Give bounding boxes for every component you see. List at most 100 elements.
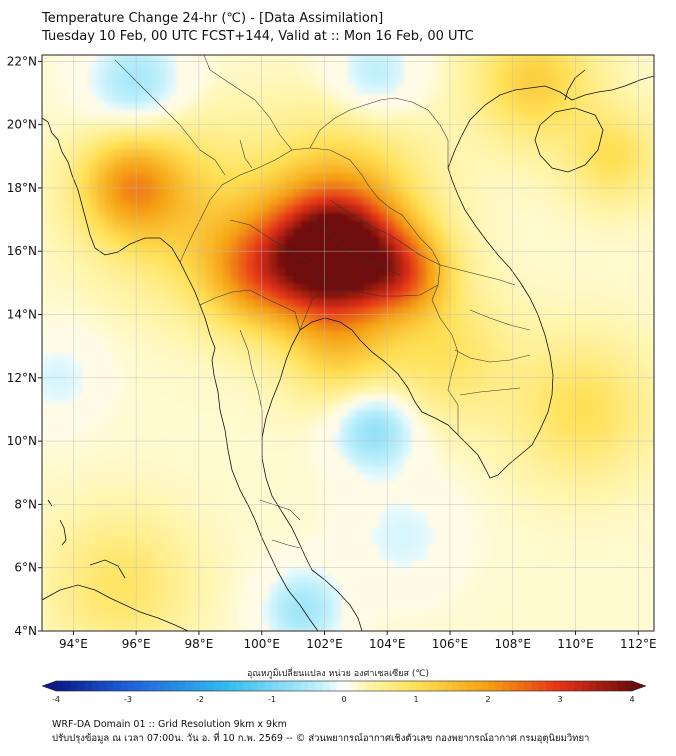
field-cell bbox=[426, 282, 436, 292]
field-cell bbox=[206, 362, 216, 371]
field-cell bbox=[49, 496, 59, 506]
field-cell bbox=[104, 306, 114, 316]
field-cell bbox=[567, 354, 577, 363]
field-cell bbox=[261, 306, 271, 316]
field-cell bbox=[332, 607, 341, 616]
field-cell bbox=[497, 536, 506, 545]
field-cell bbox=[269, 504, 279, 514]
field-cell bbox=[646, 93, 654, 102]
field-cell bbox=[434, 211, 443, 221]
field-cell bbox=[379, 259, 388, 268]
field-cell bbox=[426, 132, 436, 142]
field-cell bbox=[285, 464, 294, 474]
field-cell bbox=[183, 282, 192, 292]
field-cell bbox=[402, 504, 412, 514]
field-cell bbox=[112, 219, 122, 229]
field-cell bbox=[512, 480, 522, 490]
field-cell bbox=[418, 314, 428, 324]
field-cell bbox=[402, 520, 412, 529]
field-cell bbox=[559, 599, 569, 609]
field-cell bbox=[497, 520, 506, 529]
field-cell bbox=[552, 108, 561, 118]
field-cell bbox=[261, 464, 271, 474]
field-cell bbox=[599, 275, 608, 284]
field-cell bbox=[49, 362, 59, 371]
field-cell bbox=[552, 219, 561, 229]
field-cell bbox=[277, 607, 286, 616]
field-cell bbox=[552, 314, 561, 324]
field-cell bbox=[191, 409, 200, 419]
field-cell bbox=[175, 203, 184, 213]
field-cell bbox=[630, 615, 640, 624]
field-cell bbox=[175, 377, 184, 387]
field-cell bbox=[630, 338, 640, 347]
field-cell bbox=[49, 488, 59, 498]
field-cell bbox=[536, 417, 545, 427]
field-cell bbox=[348, 377, 357, 387]
field-cell bbox=[198, 488, 208, 498]
field-cell bbox=[269, 544, 279, 553]
field-cell bbox=[65, 100, 75, 110]
field-cell bbox=[324, 330, 334, 339]
field-cell bbox=[481, 338, 490, 347]
field-cell bbox=[112, 615, 122, 624]
field-cell bbox=[277, 393, 286, 403]
field-cell bbox=[520, 385, 530, 395]
field-cell bbox=[457, 275, 467, 284]
field-cell bbox=[387, 528, 396, 537]
field-cell bbox=[238, 496, 247, 506]
field-cell bbox=[559, 180, 569, 189]
field-cell bbox=[575, 544, 585, 553]
field-cell bbox=[253, 322, 263, 332]
field-cell bbox=[575, 425, 585, 434]
field-cell bbox=[583, 77, 592, 86]
field-cell bbox=[434, 180, 443, 189]
field-cell bbox=[65, 180, 75, 189]
field-cell bbox=[246, 267, 255, 276]
field-cell bbox=[191, 187, 200, 197]
field-cell bbox=[261, 172, 271, 181]
field-cell bbox=[261, 275, 271, 284]
field-cell bbox=[81, 219, 90, 229]
field-cell bbox=[49, 275, 59, 284]
field-cell bbox=[395, 607, 404, 616]
field-cell bbox=[591, 314, 600, 324]
field-cell bbox=[434, 623, 443, 631]
field-cell bbox=[442, 433, 451, 442]
field-cell bbox=[308, 211, 318, 221]
field-cell bbox=[120, 148, 130, 158]
field-cell bbox=[410, 330, 420, 339]
field-cell bbox=[567, 544, 577, 553]
field-cell bbox=[434, 235, 443, 245]
field-cell bbox=[238, 393, 247, 403]
field-cell bbox=[261, 551, 271, 561]
field-cell bbox=[332, 267, 341, 276]
field-cell bbox=[136, 385, 145, 395]
field-cell bbox=[96, 330, 106, 339]
field-cell bbox=[481, 488, 490, 498]
field-cell bbox=[630, 314, 640, 324]
field-cell bbox=[151, 116, 161, 126]
field-cell bbox=[151, 480, 161, 490]
field-cell bbox=[175, 116, 184, 126]
field-cell bbox=[269, 615, 279, 624]
field-cell bbox=[112, 85, 122, 94]
field-cell bbox=[144, 536, 153, 545]
field-cell bbox=[591, 401, 600, 411]
field-cell bbox=[144, 93, 153, 102]
field-cell bbox=[457, 488, 467, 498]
field-cell bbox=[151, 211, 161, 221]
field-cell bbox=[316, 195, 326, 205]
field-cell bbox=[544, 393, 553, 403]
field-cell bbox=[238, 354, 247, 363]
field-cell bbox=[418, 330, 428, 339]
field-cell bbox=[371, 219, 381, 229]
field-cell bbox=[269, 140, 279, 150]
field-cell bbox=[504, 583, 514, 593]
field-cell bbox=[606, 623, 616, 631]
field-cell bbox=[73, 520, 82, 529]
field-cell bbox=[175, 211, 184, 221]
field-cell bbox=[151, 393, 161, 403]
field-cell bbox=[442, 354, 451, 363]
field-cell bbox=[167, 140, 177, 150]
